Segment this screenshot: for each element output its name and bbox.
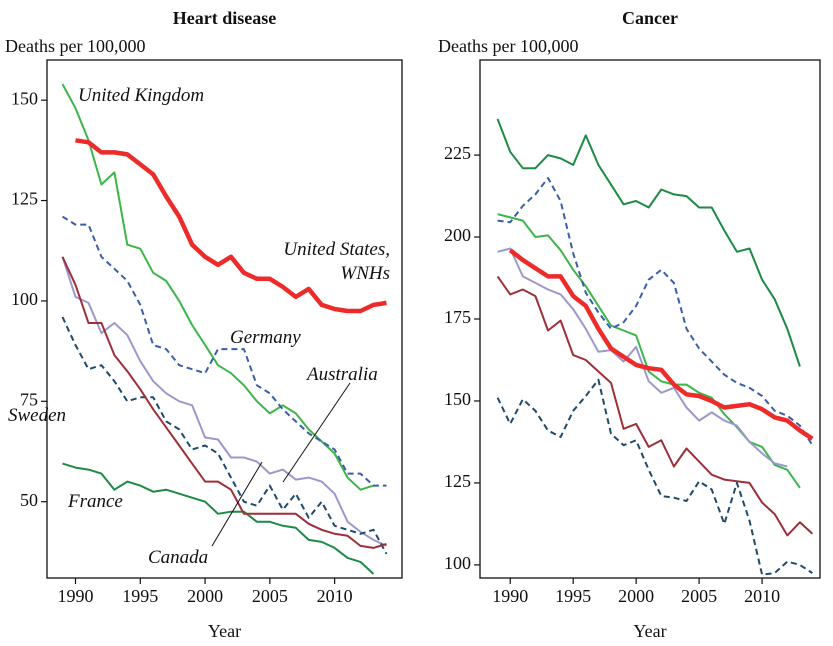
y-tick-label: 125 (11, 189, 38, 209)
series-label: Germany (230, 327, 301, 348)
y-tick-label: 150 (11, 88, 38, 108)
series-line (75, 138, 387, 314)
leader-line (282, 382, 351, 483)
y-tick-label: 100 (444, 553, 471, 573)
series-label: United Kingdom (78, 85, 205, 106)
leader-line (211, 461, 263, 547)
y-axis-label: Deaths per 100,000 (438, 36, 578, 56)
series-line (61, 256, 387, 547)
y-tick-label: 175 (444, 307, 471, 327)
x-tick-label: 2010 (744, 586, 780, 606)
chart-title: Cancer (622, 8, 678, 28)
y-tick-label: 225 (444, 143, 471, 163)
series-line (61, 256, 387, 549)
plot-frame (479, 59, 821, 579)
y-tick-label: 75 (20, 389, 38, 409)
x-tick-label: 1995 (555, 586, 591, 606)
series-line (508, 248, 814, 441)
x-tick-label: 1990 (58, 586, 94, 606)
series-line (497, 247, 788, 468)
y-tick-label: 100 (11, 289, 38, 309)
y-tick-label: 150 (444, 389, 471, 409)
series-line (61, 83, 374, 491)
chart-title: Heart disease (173, 8, 276, 28)
x-tick-label: 2000 (187, 586, 223, 606)
x-tick-label: 1995 (122, 586, 158, 606)
series-line (61, 215, 387, 487)
series-label: United States, WNHs (283, 239, 390, 284)
plot-frame (46, 59, 403, 579)
x-tick-label: 2005 (252, 586, 288, 606)
series-line (62, 462, 375, 575)
x-tick-label: 1990 (492, 586, 528, 606)
series-line (496, 118, 801, 367)
series-line (496, 275, 814, 537)
y-tick-label: 50 (20, 490, 38, 510)
series-label: Australia (307, 364, 378, 385)
series-line (497, 177, 814, 446)
x-axis-label: Year (633, 621, 666, 641)
x-tick-label: 2010 (317, 586, 353, 606)
y-tick-label: 125 (444, 471, 471, 491)
y-tick-label: 200 (444, 225, 471, 245)
x-tick-label: 2000 (618, 586, 654, 606)
series-label: France (68, 491, 123, 512)
series-line (61, 316, 388, 555)
series-label: Canada (148, 547, 209, 568)
y-axis-label: Deaths per 100,000 (5, 36, 145, 56)
series-label: Sweden (8, 405, 67, 426)
x-tick-label: 2005 (681, 586, 717, 606)
series-line (496, 378, 813, 576)
x-axis-label: Year (208, 621, 241, 641)
